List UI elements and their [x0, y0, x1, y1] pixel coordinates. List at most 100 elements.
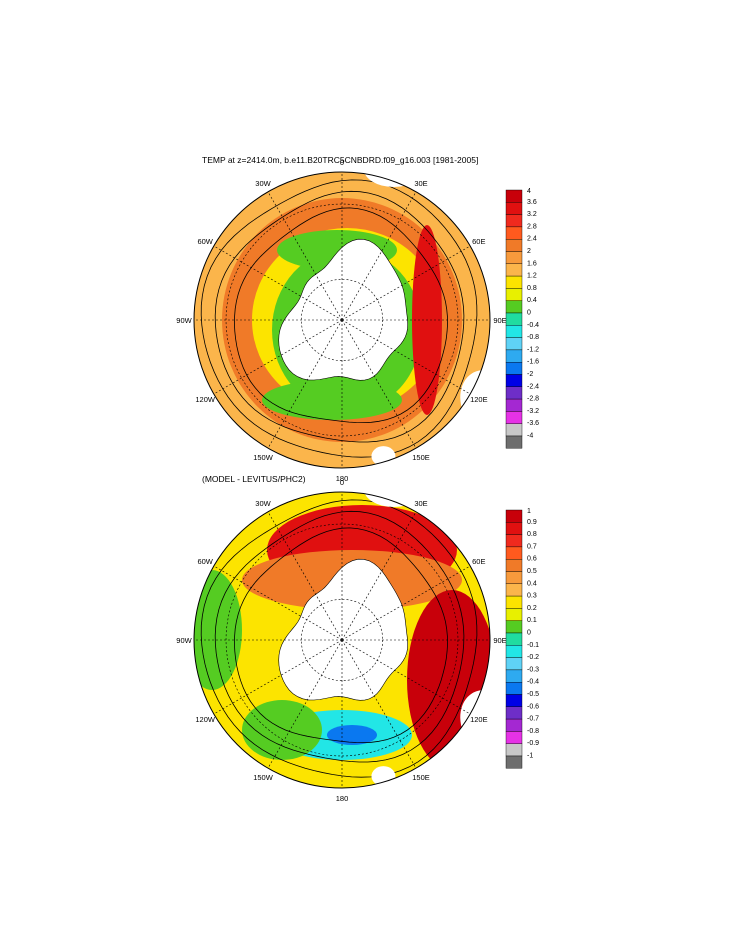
colorbar-swatch [505, 435, 523, 449]
meridian-line [341, 245, 471, 321]
colorbar-swatch [505, 251, 523, 265]
meridian-line [267, 639, 343, 769]
longitude-label: 60W [197, 237, 213, 246]
colorbar-tick-label: -0.1 [527, 642, 539, 649]
colorbar-tick-label: 1.2 [527, 273, 537, 280]
colorbar-1: 1 0.9 0.8 0.7 0.6 0.5 0.4 0.3 0.2 0.1 0 -0.1 -0.2 -0.… [505, 508, 539, 769]
longitude-label: 60W [197, 557, 213, 566]
meridian-line [213, 639, 343, 715]
colorbar-swatch [505, 423, 523, 437]
longitude-label: 120W [195, 395, 216, 404]
colorbar-tick-label: -4 [527, 433, 533, 440]
colorbar-swatch [505, 743, 523, 757]
antarctica-land [278, 238, 409, 381]
colorbar-swatch [505, 522, 523, 535]
map-field [194, 492, 490, 788]
colorbar-swatch [505, 263, 523, 277]
map-boundary [193, 491, 491, 789]
longitude-label: 0 [340, 158, 344, 167]
longitude-label: 90W [176, 316, 192, 325]
meridian-line [213, 565, 343, 641]
blue-south-core [327, 725, 377, 745]
new-zealand-land [371, 446, 396, 467]
colorbar-tick-label: -0.7 [527, 716, 539, 723]
colorbar-swatch [505, 214, 523, 228]
colorbar-swatch [505, 411, 523, 424]
colorbar-tick-label: 3.2 [527, 211, 537, 218]
longitude-label: 90E [493, 636, 506, 645]
longitude-label: 150W [253, 773, 274, 782]
polar-map-1: 0 30E 60E 90E 120E 150E 180 150W 120W 90W 60W 30W [176, 478, 506, 803]
colorbar-swatch [505, 189, 523, 203]
colorbar-tick-label: 0.1 [527, 617, 537, 624]
colorbar-tick-label: -0.3 [527, 666, 539, 673]
colorbar-tick-label: -0.5 [527, 691, 539, 698]
meridian-line [341, 565, 471, 641]
colorbar-swatch [505, 325, 523, 338]
colorbar-tick-label: 0.6 [527, 556, 537, 563]
south-america-land [194, 497, 224, 553]
colorbar-tick-label: -2.4 [527, 383, 539, 390]
colorbar-tick-label: 0.4 [527, 297, 537, 304]
colorbar-swatch [505, 288, 523, 301]
colorbar-tick-label: 3.6 [527, 199, 537, 206]
colorbar-tick-label: -0.4 [527, 322, 539, 329]
colorbar-swatch [505, 238, 523, 252]
colorbar-tick-label: 0 [527, 310, 531, 317]
colorbar-swatch [505, 386, 523, 400]
colorbar-swatch [505, 546, 523, 560]
longitude-label: 120W [195, 715, 216, 724]
meridian-line [341, 191, 417, 321]
longitude-label: 30E [414, 499, 427, 508]
colorbar-tick-label: -0.2 [527, 654, 539, 661]
longitude-label: 90E [493, 316, 506, 325]
colorbar-tick-label: 0 [527, 630, 531, 637]
colorbar-swatch [505, 595, 523, 609]
longitude-label: 0 [340, 478, 344, 487]
colorbar-tick-label: 1.6 [527, 260, 537, 267]
colorbar-swatch [505, 337, 523, 351]
colorbar-swatch [505, 657, 523, 671]
meridian-line [213, 319, 343, 395]
green-pool-south [262, 380, 402, 420]
colorbar-swatch [505, 349, 523, 363]
colorbar-swatch [505, 682, 523, 695]
longitude-label: 120E [470, 715, 488, 724]
colorbar-tick-label: -1.2 [527, 346, 539, 353]
colorbar-swatch [505, 226, 523, 240]
colorbar-swatch [505, 374, 523, 388]
colorbar-tick-label: 0.3 [527, 593, 537, 600]
colorbar-tick-label: 2.8 [527, 223, 537, 230]
colorbar-tick-label: 0.7 [527, 543, 537, 550]
longitude-label: 150E [412, 773, 430, 782]
colorbar-tick-label: 0.5 [527, 568, 537, 575]
longitude-label: 30W [255, 179, 271, 188]
meridian-line [213, 245, 343, 321]
longitude-label: 90W [176, 636, 192, 645]
colorbar-tick-label: 0.8 [527, 285, 537, 292]
meridian-line [267, 511, 343, 641]
longitude-label: 120E [470, 395, 488, 404]
colorbar-swatch [505, 534, 523, 548]
colorbar-swatch [505, 509, 523, 523]
colorbar-swatch [505, 571, 523, 585]
south-america-land [194, 177, 224, 233]
green-west [194, 570, 242, 690]
green-southwest [242, 700, 322, 760]
colorbar-tick-label: -2.8 [527, 396, 539, 403]
longitude-label: 60E [472, 237, 485, 246]
longitude-label: 30W [255, 499, 271, 508]
meridian-line [341, 511, 417, 641]
longitude-label: 30E [414, 179, 427, 188]
colorbar-tick-label: -0.4 [527, 679, 539, 686]
colorbar-swatch [505, 608, 523, 621]
meridian-line [267, 191, 343, 321]
longitude-label: 150E [412, 453, 430, 462]
colorbar-swatch [505, 632, 523, 646]
colorbar-swatch [505, 312, 523, 326]
polar-map-0: 0 30E 60E 90E 120E 150E 180 150W 120W 90W 60W 30W [176, 158, 506, 483]
colorbar-swatch [505, 583, 523, 597]
colorbar-tick-label: -0.8 [527, 334, 539, 341]
longitude-label: 60E [472, 557, 485, 566]
